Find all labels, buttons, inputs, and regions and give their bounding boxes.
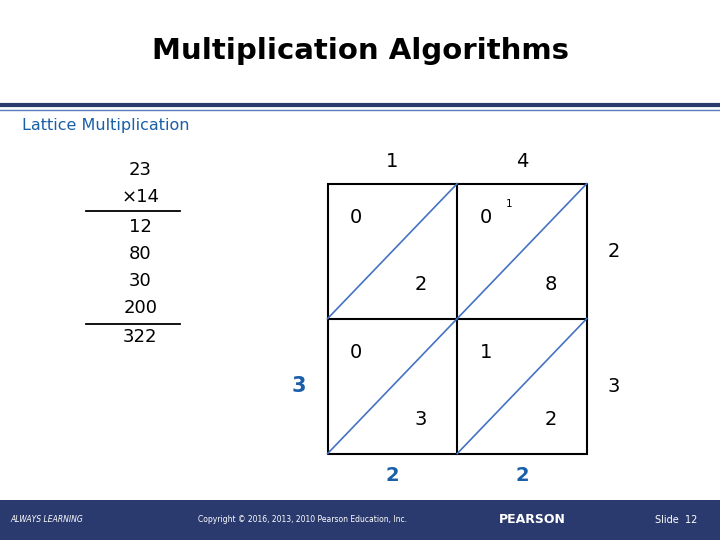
Bar bbox=[0, 500, 720, 540]
Text: 322: 322 bbox=[123, 328, 158, 347]
Text: 2: 2 bbox=[608, 241, 621, 261]
Text: 0: 0 bbox=[350, 208, 362, 227]
Text: 8: 8 bbox=[544, 275, 557, 294]
Text: ALWAYS LEARNING: ALWAYS LEARNING bbox=[11, 515, 84, 524]
Text: Copyright © 2016, 2013, 2010 Pearson Education, Inc.: Copyright © 2016, 2013, 2010 Pearson Edu… bbox=[198, 515, 407, 524]
Text: 1: 1 bbox=[505, 199, 513, 209]
Text: 4: 4 bbox=[516, 152, 528, 172]
Text: Lattice Multiplication: Lattice Multiplication bbox=[22, 118, 189, 133]
Text: 0: 0 bbox=[350, 343, 362, 362]
Text: PEARSON: PEARSON bbox=[500, 513, 566, 526]
Bar bbox=[328, 184, 587, 454]
Text: Multiplication Algorithms: Multiplication Algorithms bbox=[151, 37, 569, 65]
Text: 3: 3 bbox=[292, 376, 306, 396]
Text: 2: 2 bbox=[415, 275, 427, 294]
Text: 12: 12 bbox=[129, 218, 152, 236]
Text: 2: 2 bbox=[544, 410, 557, 429]
Text: ×14: ×14 bbox=[122, 188, 159, 206]
Text: 0: 0 bbox=[480, 208, 492, 227]
Text: 80: 80 bbox=[129, 245, 152, 263]
Text: 1: 1 bbox=[386, 152, 399, 172]
Text: 200: 200 bbox=[123, 299, 158, 317]
Text: 3: 3 bbox=[415, 410, 427, 429]
Text: Slide  12: Slide 12 bbox=[655, 515, 698, 525]
Text: 3: 3 bbox=[608, 376, 621, 396]
Text: 23: 23 bbox=[129, 161, 152, 179]
Text: 2: 2 bbox=[386, 465, 399, 485]
Text: 1: 1 bbox=[480, 343, 492, 362]
Text: 30: 30 bbox=[129, 272, 152, 290]
Text: 2: 2 bbox=[516, 465, 528, 485]
